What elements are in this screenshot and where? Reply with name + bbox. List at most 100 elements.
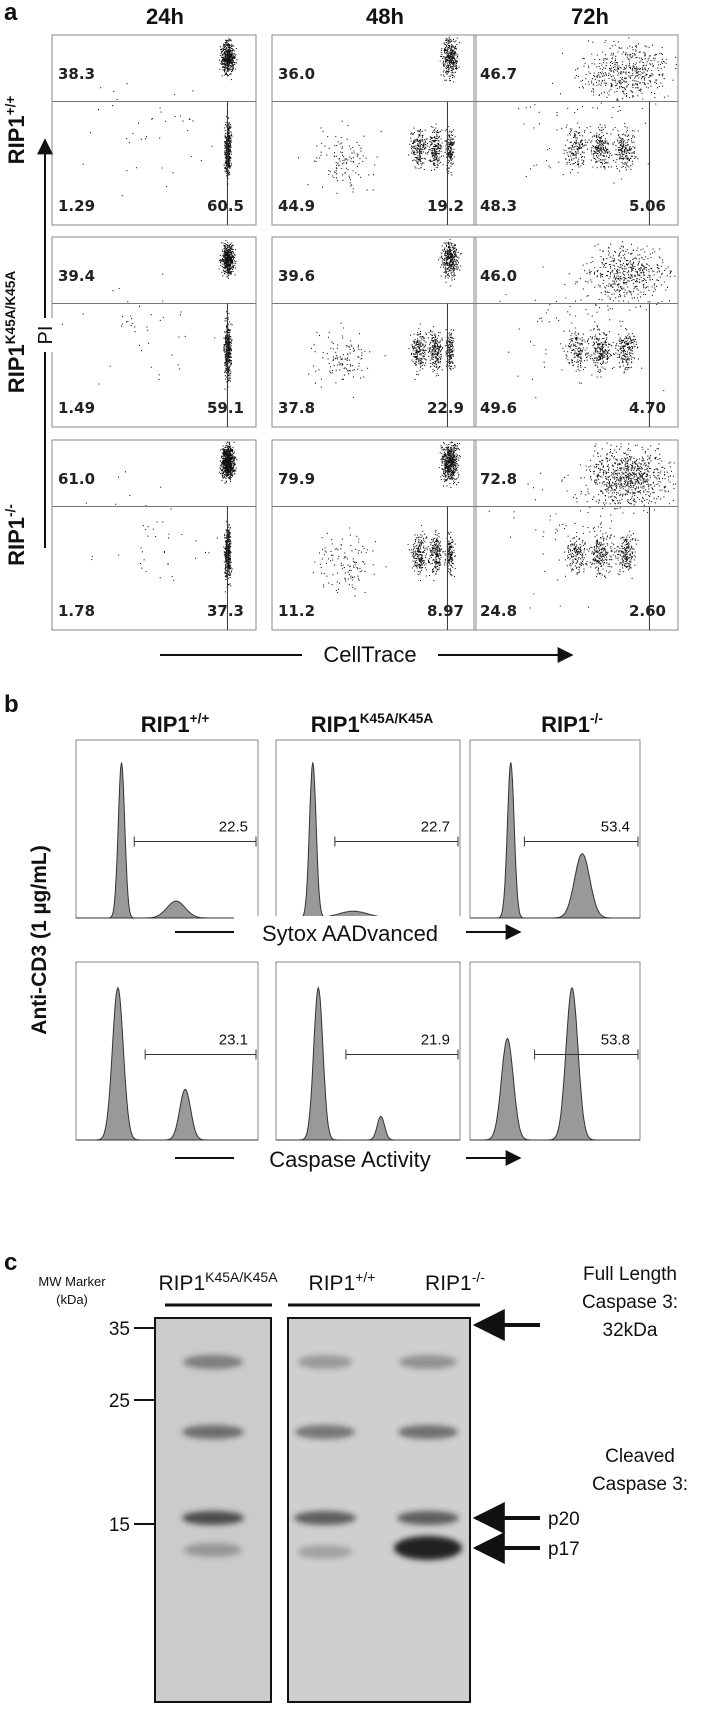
quadrant-value: 1.49 (58, 399, 95, 417)
histogram (276, 986, 460, 1141)
quadrant-value: 46.0 (480, 267, 517, 285)
row-label: RIP1+/+ (3, 96, 29, 165)
quadrant-value: 46.7 (480, 65, 517, 83)
column-header-sup: -/- (590, 711, 603, 726)
quadrant-value: 24.8 (480, 602, 517, 620)
quadrant-value: 72.8 (480, 470, 517, 488)
dot-cloud (518, 37, 677, 184)
lane-label-sup: -/- (472, 1269, 486, 1285)
row-label-base: RIP1 (4, 344, 29, 393)
axis-label: CellTrace (323, 642, 416, 667)
histogram (276, 762, 460, 919)
column-header: 24h (146, 4, 184, 29)
band (297, 1355, 353, 1369)
row-label-base: RIP1 (4, 517, 29, 566)
band (295, 1425, 355, 1439)
column-header-base: RIP1 (311, 712, 360, 737)
plot-frame (473, 439, 679, 631)
quadrant-value: 48.3 (480, 197, 517, 215)
lane-label: RIP1K45A/K45A (158, 1269, 278, 1295)
blot (287, 1317, 471, 1703)
quadrant-value: 38.3 (58, 65, 95, 83)
band (184, 1543, 242, 1557)
gate (345, 1049, 459, 1060)
lane-label-sup: +/+ (355, 1269, 375, 1285)
gate (334, 836, 459, 847)
gate (523, 836, 639, 847)
panel-label: a (4, 0, 18, 26)
band (183, 1355, 243, 1369)
plot-frame (271, 34, 477, 226)
histogram (470, 762, 640, 919)
label-bg (234, 916, 466, 946)
column-header: 48h (366, 4, 404, 29)
band (398, 1425, 458, 1439)
column-header: RIP1+/+ (141, 711, 210, 737)
quadrant-value: 39.6 (278, 267, 315, 285)
quadrant-value: 60.5 (207, 197, 244, 215)
quadrant-value: 49.6 (480, 399, 517, 417)
axis-label: Caspase Activity (269, 1147, 430, 1172)
lane-label-base: RIP1 (309, 1272, 356, 1295)
dot-cloud (499, 241, 676, 399)
label-bg (36, 318, 54, 352)
dot-cloud (312, 441, 461, 597)
quadrant-value: 36.0 (278, 65, 315, 83)
blot (154, 1317, 272, 1703)
quadrant-value: 2.60 (629, 602, 666, 620)
dot-cloud (488, 442, 677, 609)
quadrant-value: 4.70 (629, 399, 666, 417)
gate-value: 22.7 (421, 818, 450, 835)
quadrant-value: 1.29 (58, 197, 95, 215)
quadrant-value: 39.4 (58, 267, 95, 285)
dot-cloud (298, 36, 461, 194)
gate (133, 836, 257, 847)
lane-label: RIP1-/- (425, 1269, 485, 1295)
annotation: Full Length (583, 1264, 677, 1285)
lane-label-base: RIP1 (158, 1272, 205, 1295)
gate (534, 1049, 639, 1060)
plot-frame (469, 961, 641, 1141)
label-bg (234, 1142, 466, 1172)
axis-label: Sytox AADvanced (262, 921, 438, 946)
row-label: RIP1-/- (3, 504, 29, 566)
plot-frame (473, 236, 679, 428)
quadrant-value: 5.06 (629, 197, 666, 215)
lane-label-base: RIP1 (425, 1272, 472, 1295)
column-header-base: RIP1 (541, 712, 590, 737)
dot-cloud (85, 441, 238, 593)
column-header: RIP1K45A/K45A (311, 711, 434, 737)
lane-label-sup: K45A/K45A (205, 1269, 278, 1285)
band (182, 1425, 244, 1439)
band (394, 1536, 462, 1560)
band (182, 1511, 244, 1525)
plot-frame (271, 439, 477, 631)
band (297, 1545, 353, 1559)
quadrant-value: 37.8 (278, 399, 315, 417)
marker-value: 35 (109, 1319, 130, 1340)
plot-frame (51, 439, 257, 631)
row-label: RIP1K45A/K45A (3, 271, 29, 394)
gate-value: 53.4 (601, 818, 630, 835)
plot-frame (271, 236, 477, 428)
axis-label: PI (35, 326, 57, 345)
annotation: Caspase 3: (592, 1474, 688, 1495)
gate-value: 23.1 (219, 1032, 248, 1049)
quadrant-value: 79.9 (278, 470, 315, 488)
quadrant-value: 22.9 (427, 399, 464, 417)
label-bg (302, 640, 438, 668)
gate-value: 22.5 (219, 818, 248, 835)
gate (144, 1049, 257, 1060)
gate-value: 21.9 (421, 1032, 450, 1049)
marker-label: (kDa) (56, 1292, 88, 1307)
histogram (470, 986, 640, 1141)
column-header-sup: K45A/K45A (360, 711, 434, 726)
axis-label: Anti-CD3 (1 µg/mL) (28, 845, 51, 1034)
annotation: 32kDa (603, 1320, 658, 1341)
quadrant-value: 37.3 (207, 602, 244, 620)
column-header: 72h (571, 4, 609, 29)
marker-value: 15 (109, 1515, 130, 1536)
dot-cloud (82, 38, 238, 197)
fragment-label: p20 (548, 1509, 580, 1530)
